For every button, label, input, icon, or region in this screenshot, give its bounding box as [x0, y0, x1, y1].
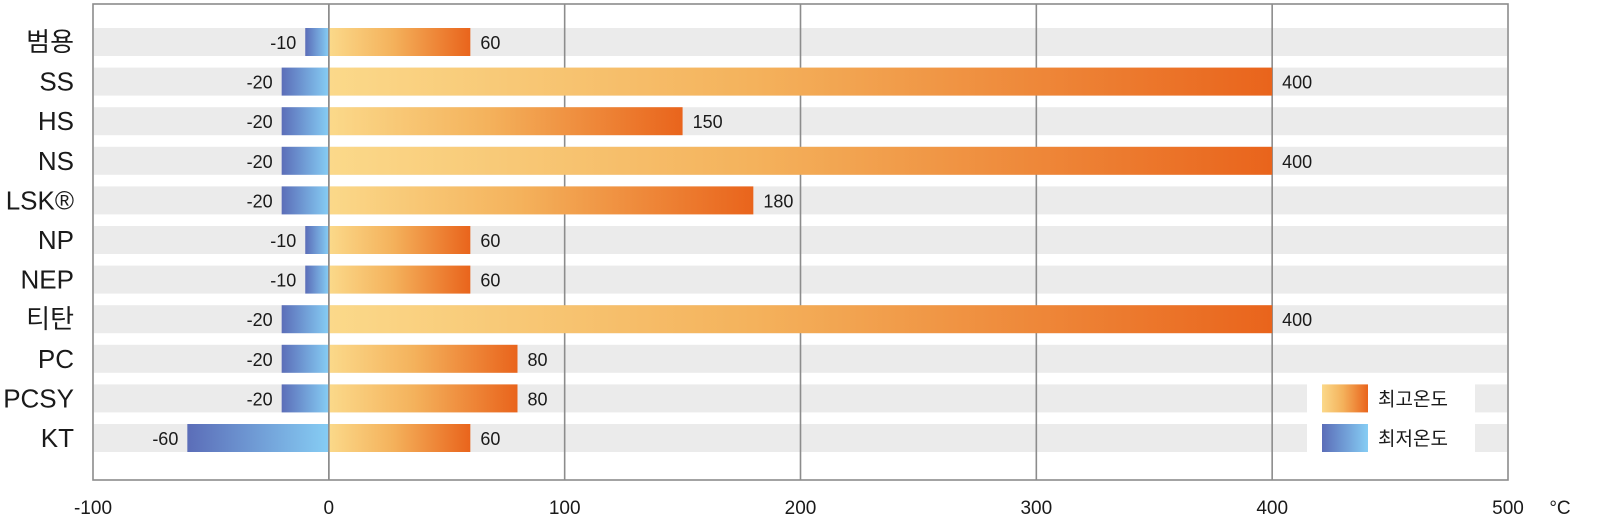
- max-value-label: 400: [1282, 310, 1312, 330]
- legend-swatch: [1322, 424, 1368, 452]
- bar-max-temp: [328, 344, 518, 373]
- category-label: NS: [38, 146, 74, 176]
- max-value-label: 60: [480, 429, 500, 449]
- bar-max-temp: [328, 186, 754, 215]
- min-value-label: -20: [247, 350, 273, 370]
- category-label: NEP: [21, 265, 74, 295]
- max-value-label: 60: [480, 271, 500, 291]
- bar-min-temp: [281, 305, 329, 334]
- bars: [187, 28, 1273, 452]
- min-value-label: -20: [247, 112, 273, 132]
- max-value-label: 60: [480, 231, 500, 251]
- category-label: SS: [39, 67, 74, 97]
- min-value-label: -10: [270, 231, 296, 251]
- category-label: NP: [38, 225, 74, 255]
- x-tick-label: 100: [549, 498, 581, 519]
- max-value-label: 150: [693, 112, 723, 132]
- category-label: PCSY: [3, 383, 74, 413]
- bar-max-temp: [328, 226, 471, 254]
- x-tick-label: 400: [1256, 498, 1288, 519]
- category-label: HS: [38, 106, 74, 136]
- labels: 범용 60 -10 SS 400 -20 HS 150 -20 NS 400 -20 LSK® 180 -2…: [3, 27, 1312, 453]
- min-value-label: -20: [247, 152, 273, 172]
- bar-max-temp: [328, 107, 683, 136]
- bar-min-temp: [305, 28, 329, 56]
- min-value-label: -20: [247, 389, 273, 409]
- x-tick-label: -100: [74, 498, 112, 519]
- category-label: KT: [41, 423, 74, 453]
- bar-max-temp: [328, 424, 471, 452]
- bar-min-temp: [281, 67, 329, 96]
- min-value-label: -10: [270, 271, 296, 291]
- bar-max-temp: [328, 265, 471, 294]
- x-axis: -100 0 100 200 300 400 500 °C: [74, 3, 1571, 519]
- max-value-label: 60: [480, 33, 500, 53]
- bar-min-temp: [305, 265, 329, 294]
- x-tick-label: 500: [1492, 498, 1524, 519]
- max-value-label: 400: [1282, 152, 1312, 172]
- bar-max-temp: [328, 28, 471, 56]
- bar-min-temp: [281, 107, 329, 136]
- legend-label: 최고온도: [1378, 388, 1448, 410]
- bar-min-temp: [281, 146, 329, 175]
- legend-swatch: [1322, 384, 1368, 413]
- min-value-label: -20: [247, 191, 273, 211]
- legend-label: 최저온도: [1378, 428, 1448, 450]
- x-tick-label: 300: [1020, 498, 1052, 519]
- max-value-label: 80: [528, 350, 548, 370]
- max-value-label: 400: [1282, 73, 1312, 93]
- category-label: PC: [38, 344, 74, 374]
- bar-max-temp: [328, 384, 518, 413]
- x-tick-label: 0: [324, 498, 335, 519]
- max-value-label: 80: [528, 389, 548, 409]
- bar-min-temp: [281, 186, 329, 215]
- x-unit-label: °C: [1549, 498, 1570, 519]
- bar-min-temp: [281, 384, 329, 413]
- category-label: 범용: [26, 27, 74, 57]
- bar-max-temp: [328, 146, 1273, 175]
- bar-max-temp: [328, 305, 1273, 334]
- bar-max-temp: [328, 67, 1273, 96]
- plot-frame: [92, 3, 1509, 481]
- x-tick-label: 200: [785, 498, 817, 519]
- bar-min-temp: [305, 226, 329, 254]
- min-value-label: -20: [247, 310, 273, 330]
- bar-min-temp: [187, 424, 329, 452]
- min-value-label: -60: [152, 429, 178, 449]
- category-label: LSK®: [6, 185, 74, 215]
- max-value-label: 180: [763, 191, 793, 211]
- bar-min-temp: [281, 344, 329, 373]
- min-value-label: -20: [247, 73, 273, 93]
- min-value-label: -10: [270, 33, 296, 53]
- category-label: 티탄: [26, 304, 74, 334]
